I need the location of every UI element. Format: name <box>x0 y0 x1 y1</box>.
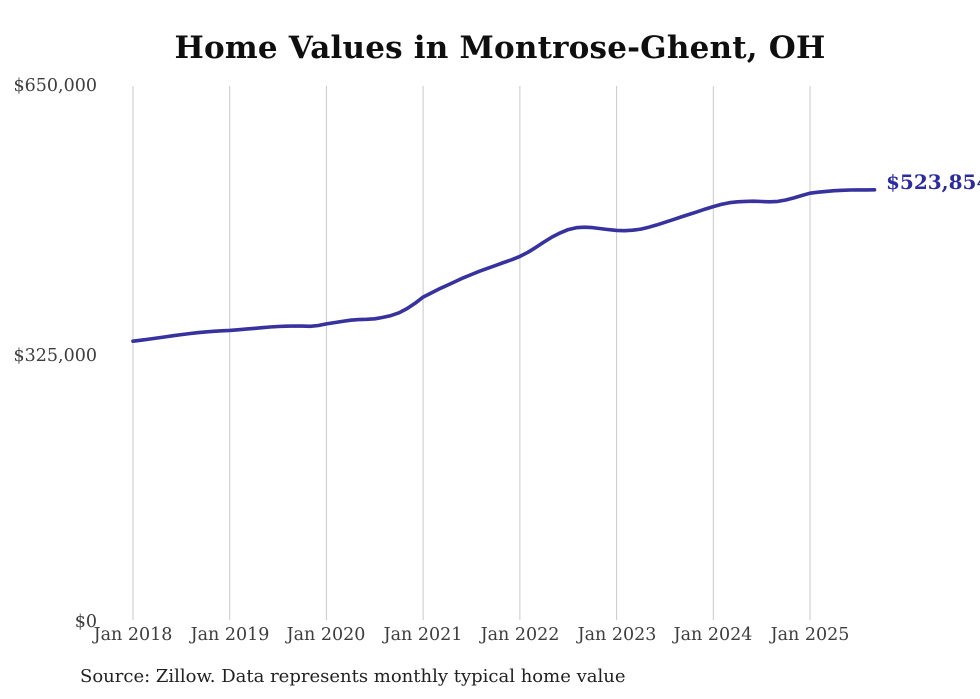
x-axis-tick-label: Jan 2025 <box>770 625 850 645</box>
x-axis-tick-label: Jan 2024 <box>673 625 753 645</box>
y-axis-tick-label-zero: $0 <box>74 612 97 632</box>
x-axis-tick-label: Jan 2018 <box>93 625 173 645</box>
x-axis-tick-label: Jan 2020 <box>286 625 366 645</box>
source-note: Source: Zillow. Data represents monthly … <box>80 666 626 687</box>
chart-title: Home Values in Montrose-Ghent, OH <box>174 30 826 66</box>
home-value-line <box>131 188 877 344</box>
x-axis-tick-label: Jan 2019 <box>190 625 270 645</box>
y-axis-tick-label-top: $650,000 <box>13 76 97 96</box>
y-axis-tick-label-mid: $325,000 <box>13 346 97 366</box>
x-axis-tick-label: Jan 2022 <box>480 625 560 645</box>
x-axis-tick-label: Jan 2021 <box>383 625 463 645</box>
latest-value-label: $523,854 <box>886 170 980 194</box>
x-axis-tick-label: Jan 2023 <box>577 625 657 645</box>
